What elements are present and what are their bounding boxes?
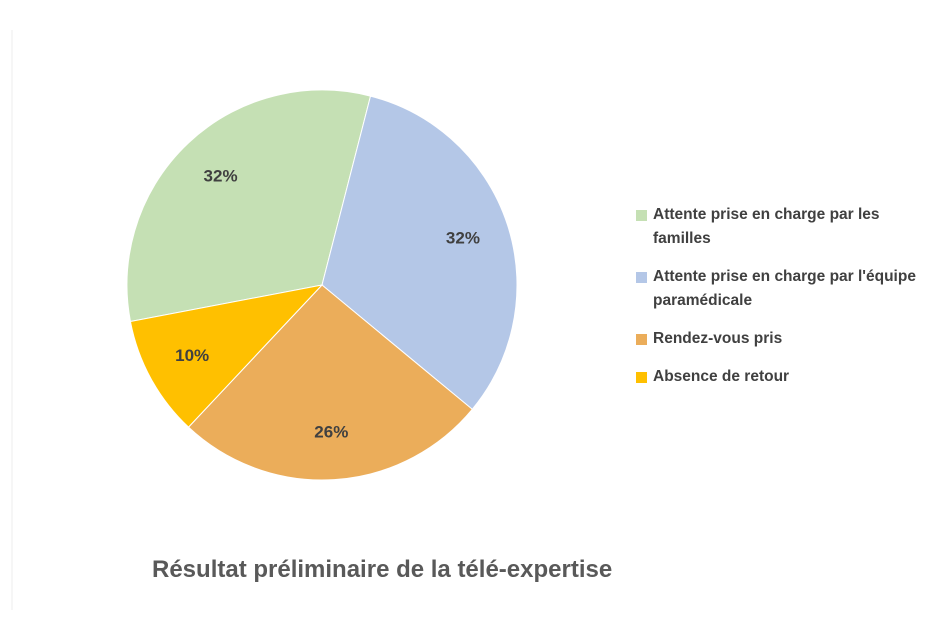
legend-label: Attente prise en charge par l'équipe par… — [653, 268, 916, 309]
data-label: 10% — [175, 346, 209, 365]
data-label: 26% — [314, 422, 348, 441]
pie-slice — [321, 95, 518, 411]
legend-label: Absence de retour — [653, 368, 790, 385]
legend-item: Attente prise en charge par l'équipe par… — [636, 265, 936, 313]
legend-swatch — [636, 372, 647, 383]
legend: Attente prise en charge par les familles… — [636, 203, 936, 403]
pie-slice — [126, 89, 372, 323]
chart-title: Résultat préliminaire de la télé-experti… — [152, 556, 613, 583]
data-label: 32% — [446, 229, 480, 248]
legend-swatch — [636, 210, 647, 221]
legend-item: Rendez-vous pris — [636, 327, 936, 351]
pie-slice — [187, 284, 473, 481]
legend-swatch — [636, 272, 647, 283]
pie-slice — [129, 284, 324, 428]
legend-item: Attente prise en charge par les familles — [636, 203, 936, 251]
legend-swatch — [636, 334, 647, 345]
legend-item: Absence de retour — [636, 365, 936, 389]
legend-label: Rendez-vous pris — [653, 330, 783, 347]
data-label: 32% — [204, 166, 238, 185]
legend-label: Attente prise en charge par les familles — [653, 206, 880, 247]
